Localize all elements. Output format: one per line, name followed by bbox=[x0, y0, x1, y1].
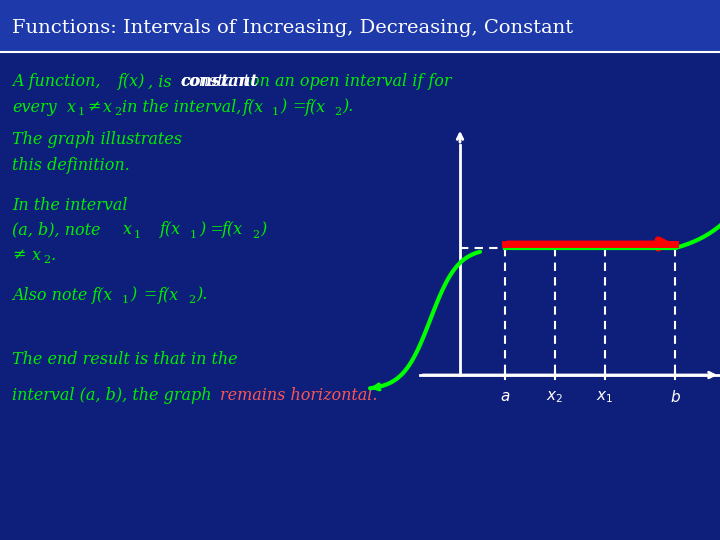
Text: ).: ). bbox=[342, 98, 354, 116]
Text: f(x: f(x bbox=[92, 287, 113, 303]
Text: , is: , is bbox=[148, 73, 171, 91]
Text: ): ) bbox=[130, 287, 136, 303]
Text: constant: constant bbox=[180, 73, 258, 91]
Text: 1: 1 bbox=[134, 230, 141, 240]
Text: The end result is that in the: The end result is that in the bbox=[12, 352, 238, 368]
Text: constant: constant bbox=[180, 73, 250, 91]
Text: The graph illustrates: The graph illustrates bbox=[12, 132, 182, 148]
Text: x: x bbox=[32, 246, 41, 264]
Text: ): ) bbox=[280, 98, 287, 116]
Text: $x_1$: $x_1$ bbox=[596, 389, 613, 405]
Text: x: x bbox=[123, 221, 132, 239]
Text: ≠: ≠ bbox=[12, 246, 25, 264]
Text: f(x): f(x) bbox=[118, 73, 145, 91]
Text: interval (a, b), the graph: interval (a, b), the graph bbox=[12, 387, 212, 403]
Text: remains horizontal.: remains horizontal. bbox=[220, 387, 377, 403]
Text: f(x: f(x bbox=[222, 221, 243, 239]
Text: every: every bbox=[12, 98, 57, 116]
Text: Functions: Intervals of Increasing, Decreasing, Constant: Functions: Intervals of Increasing, Decr… bbox=[12, 19, 573, 37]
Text: 1: 1 bbox=[190, 230, 197, 240]
Text: 1: 1 bbox=[272, 107, 279, 117]
Text: f(x: f(x bbox=[243, 98, 264, 116]
Text: on an open interval if for: on an open interval if for bbox=[250, 73, 451, 91]
Text: 2: 2 bbox=[334, 107, 341, 117]
Text: Also note: Also note bbox=[12, 287, 87, 303]
Text: 2: 2 bbox=[188, 295, 195, 305]
Text: A function,: A function, bbox=[12, 73, 101, 91]
Text: f(x: f(x bbox=[158, 287, 179, 303]
Text: =: = bbox=[292, 98, 305, 116]
Bar bbox=[0, 0, 720, 52]
Text: x: x bbox=[103, 98, 112, 116]
Text: f(x: f(x bbox=[160, 221, 181, 239]
Text: .: . bbox=[51, 246, 56, 264]
Text: f(x: f(x bbox=[305, 98, 326, 116]
Text: $a$: $a$ bbox=[500, 390, 510, 404]
Text: 1: 1 bbox=[122, 295, 129, 305]
Text: 2: 2 bbox=[252, 230, 259, 240]
Text: 1: 1 bbox=[78, 107, 85, 117]
Text: this definition.: this definition. bbox=[12, 157, 130, 173]
Text: 2: 2 bbox=[114, 107, 121, 117]
Text: in the interval,: in the interval, bbox=[122, 98, 241, 116]
Text: ≠: ≠ bbox=[87, 98, 100, 116]
Text: =: = bbox=[143, 287, 156, 303]
Text: ): ) bbox=[260, 221, 266, 239]
Text: ) =: ) = bbox=[199, 221, 224, 239]
Text: $b$: $b$ bbox=[670, 389, 680, 405]
Text: x: x bbox=[67, 98, 76, 116]
Text: In the interval: In the interval bbox=[12, 197, 127, 213]
Text: 2: 2 bbox=[43, 255, 50, 265]
Text: (a, b), note: (a, b), note bbox=[12, 221, 101, 239]
Text: ).: ). bbox=[196, 287, 207, 303]
Text: $x_2$: $x_2$ bbox=[546, 389, 564, 405]
